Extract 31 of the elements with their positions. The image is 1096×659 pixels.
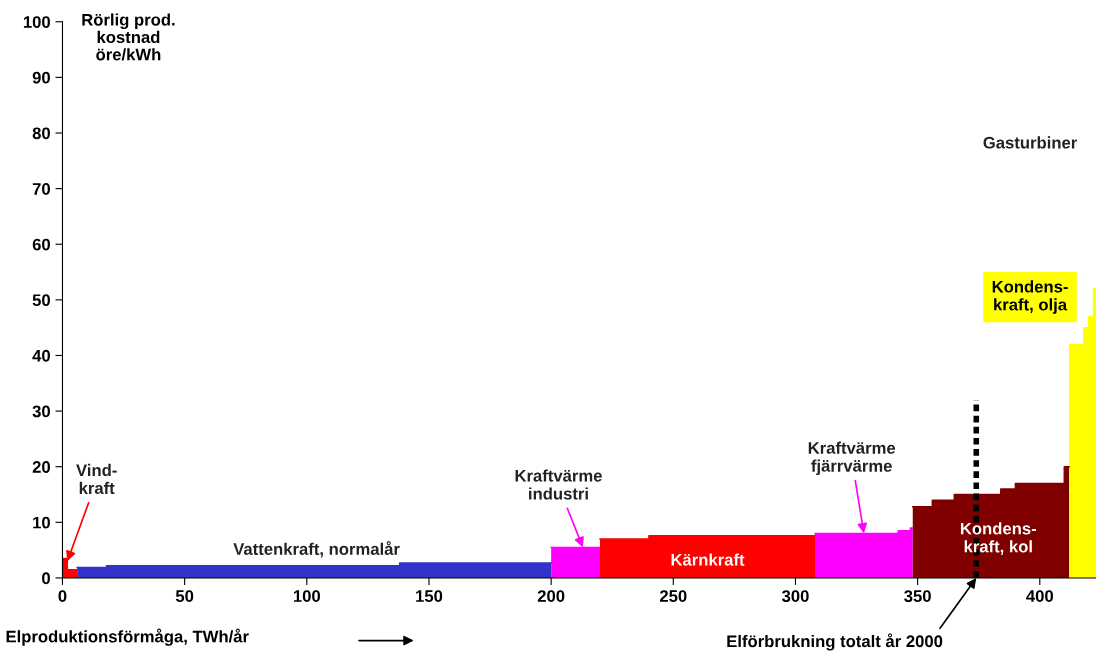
annotation: Kärnkraft [671,553,745,566]
x-tick-label: 100 [293,590,321,602]
x-tick-label: 200 [537,590,565,602]
y-tick-label: 100 [23,16,50,28]
annotation: Kondens- kraft, olja [992,280,1068,314]
x-tick-label: 50 [175,590,194,602]
annotation: Kondens- kraft, kol [960,522,1037,555]
y-tick-label: 60 [32,238,50,251]
x-tick-label: 400 [1026,590,1054,602]
y-tick-label: 80 [32,127,50,140]
x-tick-label: 250 [659,590,687,602]
y-tick-label: 70 [32,183,50,195]
y-tick-label: 50 [32,294,50,307]
y-tick-label: 0 [42,572,50,585]
y-axis-title: Rörlig prod. kostnad öre/kWh [82,13,175,61]
x-tick-label: 350 [904,590,931,603]
x-tick-label: 0 [58,590,67,602]
y-tick-label: 90 [32,71,50,84]
annotation: Vind- kraft [76,463,117,495]
x-tick-label: 150 [416,590,443,602]
annotation: Kraftvärme fjärrvärme [808,441,896,476]
annotation: Vattenkraft, normalår [233,541,400,558]
y-tick-label: 40 [32,349,50,362]
x-axis-title: Elproduktionsförmåga, TWh/år [6,628,249,646]
y-tick-label: 30 [32,405,50,418]
annotation: Kraftvärme industri [515,469,602,500]
annotation: Gasturbiner [983,136,1078,149]
y-tick-label: 20 [32,461,50,473]
x-tick-label: 300 [781,590,809,603]
annotation: Elförbrukning totalt år 2000 [727,633,943,651]
y-tick-label: 10 [33,516,50,529]
